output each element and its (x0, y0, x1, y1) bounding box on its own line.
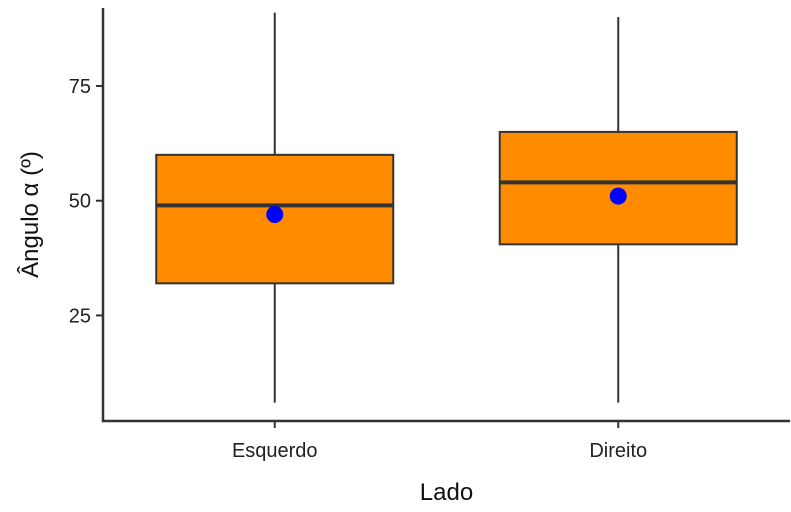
box-group-esquerdo (155, 12, 395, 403)
y-tick-label: 25 (69, 305, 91, 327)
x-tick-label: Esquerdo (232, 440, 318, 462)
mean-point (266, 206, 284, 223)
plot-area (155, 12, 738, 403)
y-tick-label: 75 (69, 76, 91, 98)
x-axis-title: Lado (420, 479, 473, 506)
mean-point (609, 187, 627, 205)
box-group-direito (498, 17, 738, 403)
y-axis-title: Ângulo α (º) (17, 151, 44, 278)
tick-marks: 25 50 75 Esquerdo Direito (69, 76, 647, 462)
x-tick-label: Direito (589, 440, 647, 462)
y-tick-label: 50 (69, 191, 91, 213)
axes (101, 8, 790, 423)
